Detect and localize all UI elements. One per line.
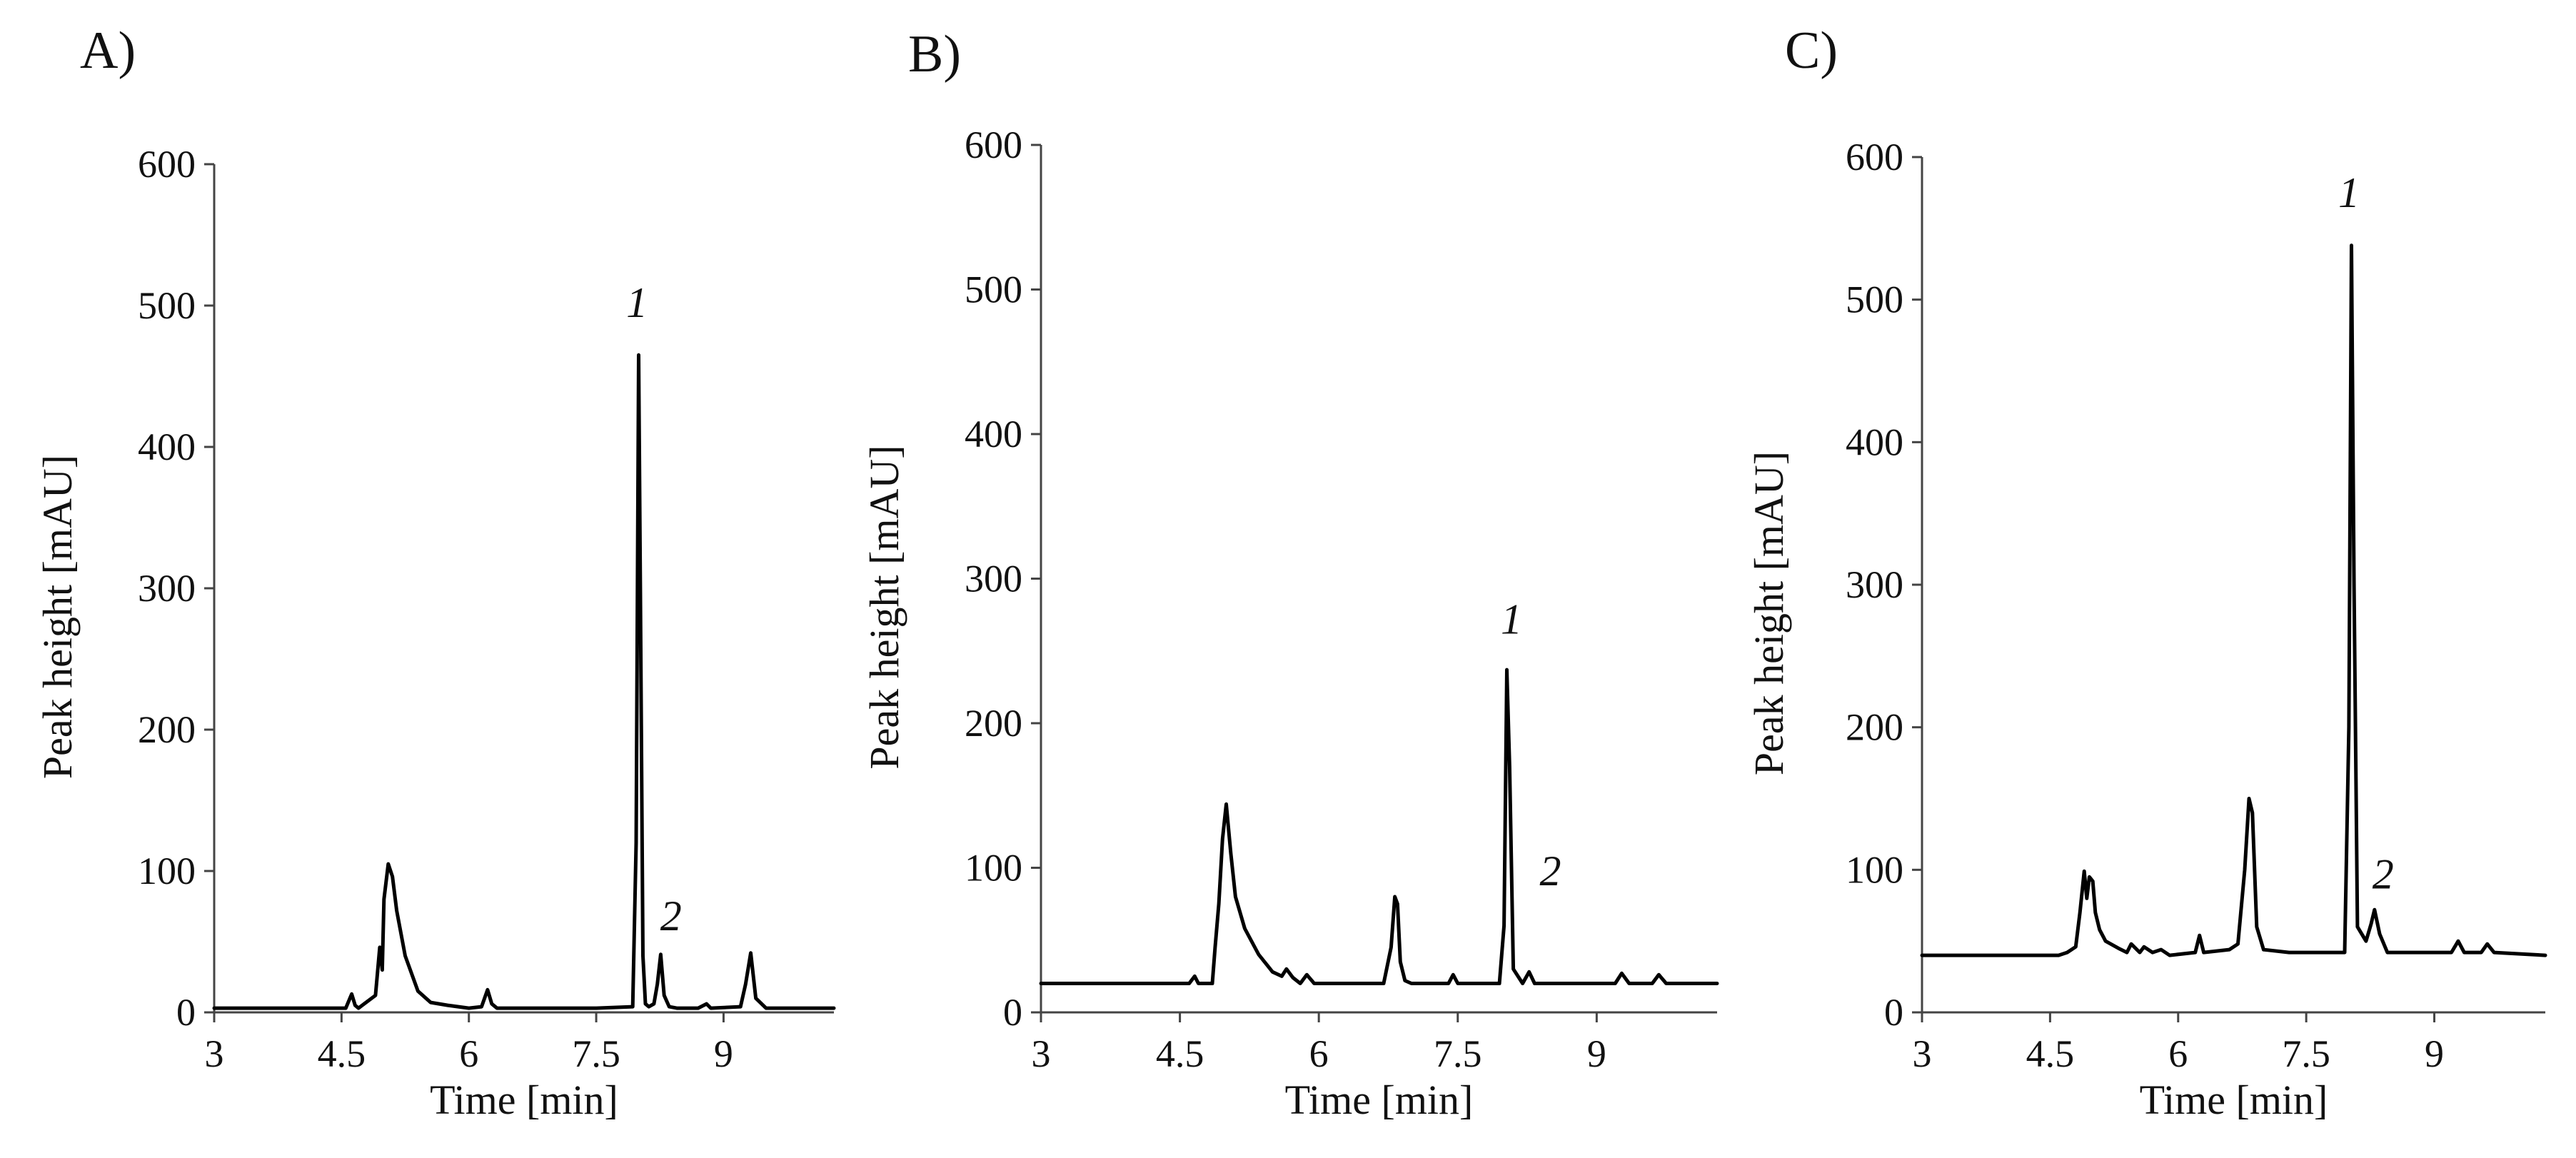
- y-tick-label: 0: [1884, 991, 1903, 1034]
- y-tick-label: 300: [965, 558, 1022, 600]
- x-axis-title: Time [min]: [2140, 1077, 2328, 1123]
- x-tick-label: 7.5: [572, 1032, 620, 1075]
- chart-panel-c: C) 0 100 200 300 400 500 600 3 4.5 6 7.5 9 Time [min]…: [1746, 21, 2547, 1123]
- panel-label-a: A): [80, 21, 136, 80]
- y-tick-label: 400: [965, 413, 1022, 455]
- series-line-a: [212, 353, 836, 1010]
- series-line-c: [1920, 243, 2547, 957]
- peak-label-2: 2: [660, 892, 682, 940]
- x-tick-label: 6: [459, 1032, 478, 1075]
- y-axis-title: Peak height [mAU]: [1746, 451, 1792, 775]
- x-tick-label: 4.5: [1156, 1032, 1204, 1075]
- y-tick-label: 500: [138, 284, 196, 327]
- chart-panel-b: B) 0 100 200 300 400 500 600 3 4.5 6 7.5 9 Time [min]…: [861, 25, 1719, 1123]
- y-tick-label: 600: [1846, 136, 1903, 178]
- y-axis-title: Peak height [mAU]: [34, 455, 81, 779]
- panel-label-b: B): [908, 25, 961, 84]
- series-line-b: [1039, 668, 1719, 985]
- chart-panel-a: A) 0 100 200 300 400 500 600 3 4.5 6 7.5 9 Time [min]…: [34, 21, 836, 1123]
- x-tick-label: 6: [1309, 1032, 1329, 1075]
- y-tick-label: 500: [1846, 278, 1903, 321]
- y-tick-label: 200: [965, 702, 1022, 745]
- x-tick-label: 9: [714, 1032, 733, 1075]
- y-tick-label: 600: [138, 143, 196, 186]
- y-tick-label: 200: [138, 708, 196, 751]
- y-tick-label: 300: [1846, 563, 1903, 606]
- x-tick-label: 4.5: [2026, 1032, 2075, 1075]
- y-tick-label: 100: [1846, 848, 1903, 891]
- x-tick-label: 7.5: [1434, 1032, 1482, 1075]
- y-tick-label: 200: [1846, 706, 1903, 749]
- peak-label-2: 2: [2373, 850, 2394, 897]
- y-tick-label: 400: [138, 426, 196, 468]
- peak-label-2: 2: [1539, 847, 1561, 895]
- x-tick-label: 3: [1032, 1032, 1051, 1075]
- y-tick-label: 500: [965, 268, 1022, 311]
- x-tick-label: 3: [205, 1032, 224, 1075]
- y-axis-title: Peak height [mAU]: [861, 445, 907, 769]
- x-tick-label: 3: [1913, 1032, 1932, 1075]
- peak-label-1: 1: [2338, 169, 2360, 216]
- x-tick-label: 9: [2425, 1032, 2444, 1075]
- y-tick-label: 100: [965, 847, 1022, 890]
- y-tick-label: 0: [176, 991, 196, 1034]
- peak-label-1: 1: [1501, 595, 1522, 643]
- y-tick-label: 100: [138, 850, 196, 892]
- y-tick-label: 600: [965, 124, 1022, 166]
- panel-label-c: C): [1785, 21, 1838, 80]
- x-axis-title: Time [min]: [430, 1077, 618, 1123]
- peak-label-1: 1: [626, 279, 648, 326]
- x-tick-label: 4.5: [318, 1032, 366, 1075]
- y-tick-label: 0: [1003, 991, 1022, 1034]
- x-tick-label: 9: [1587, 1032, 1606, 1075]
- x-tick-label: 6: [2168, 1032, 2188, 1075]
- x-axis-title: Time [min]: [1285, 1077, 1474, 1123]
- y-tick-label: 300: [138, 567, 196, 610]
- x-tick-label: 7.5: [2282, 1032, 2330, 1075]
- y-tick-label: 400: [1846, 421, 1903, 463]
